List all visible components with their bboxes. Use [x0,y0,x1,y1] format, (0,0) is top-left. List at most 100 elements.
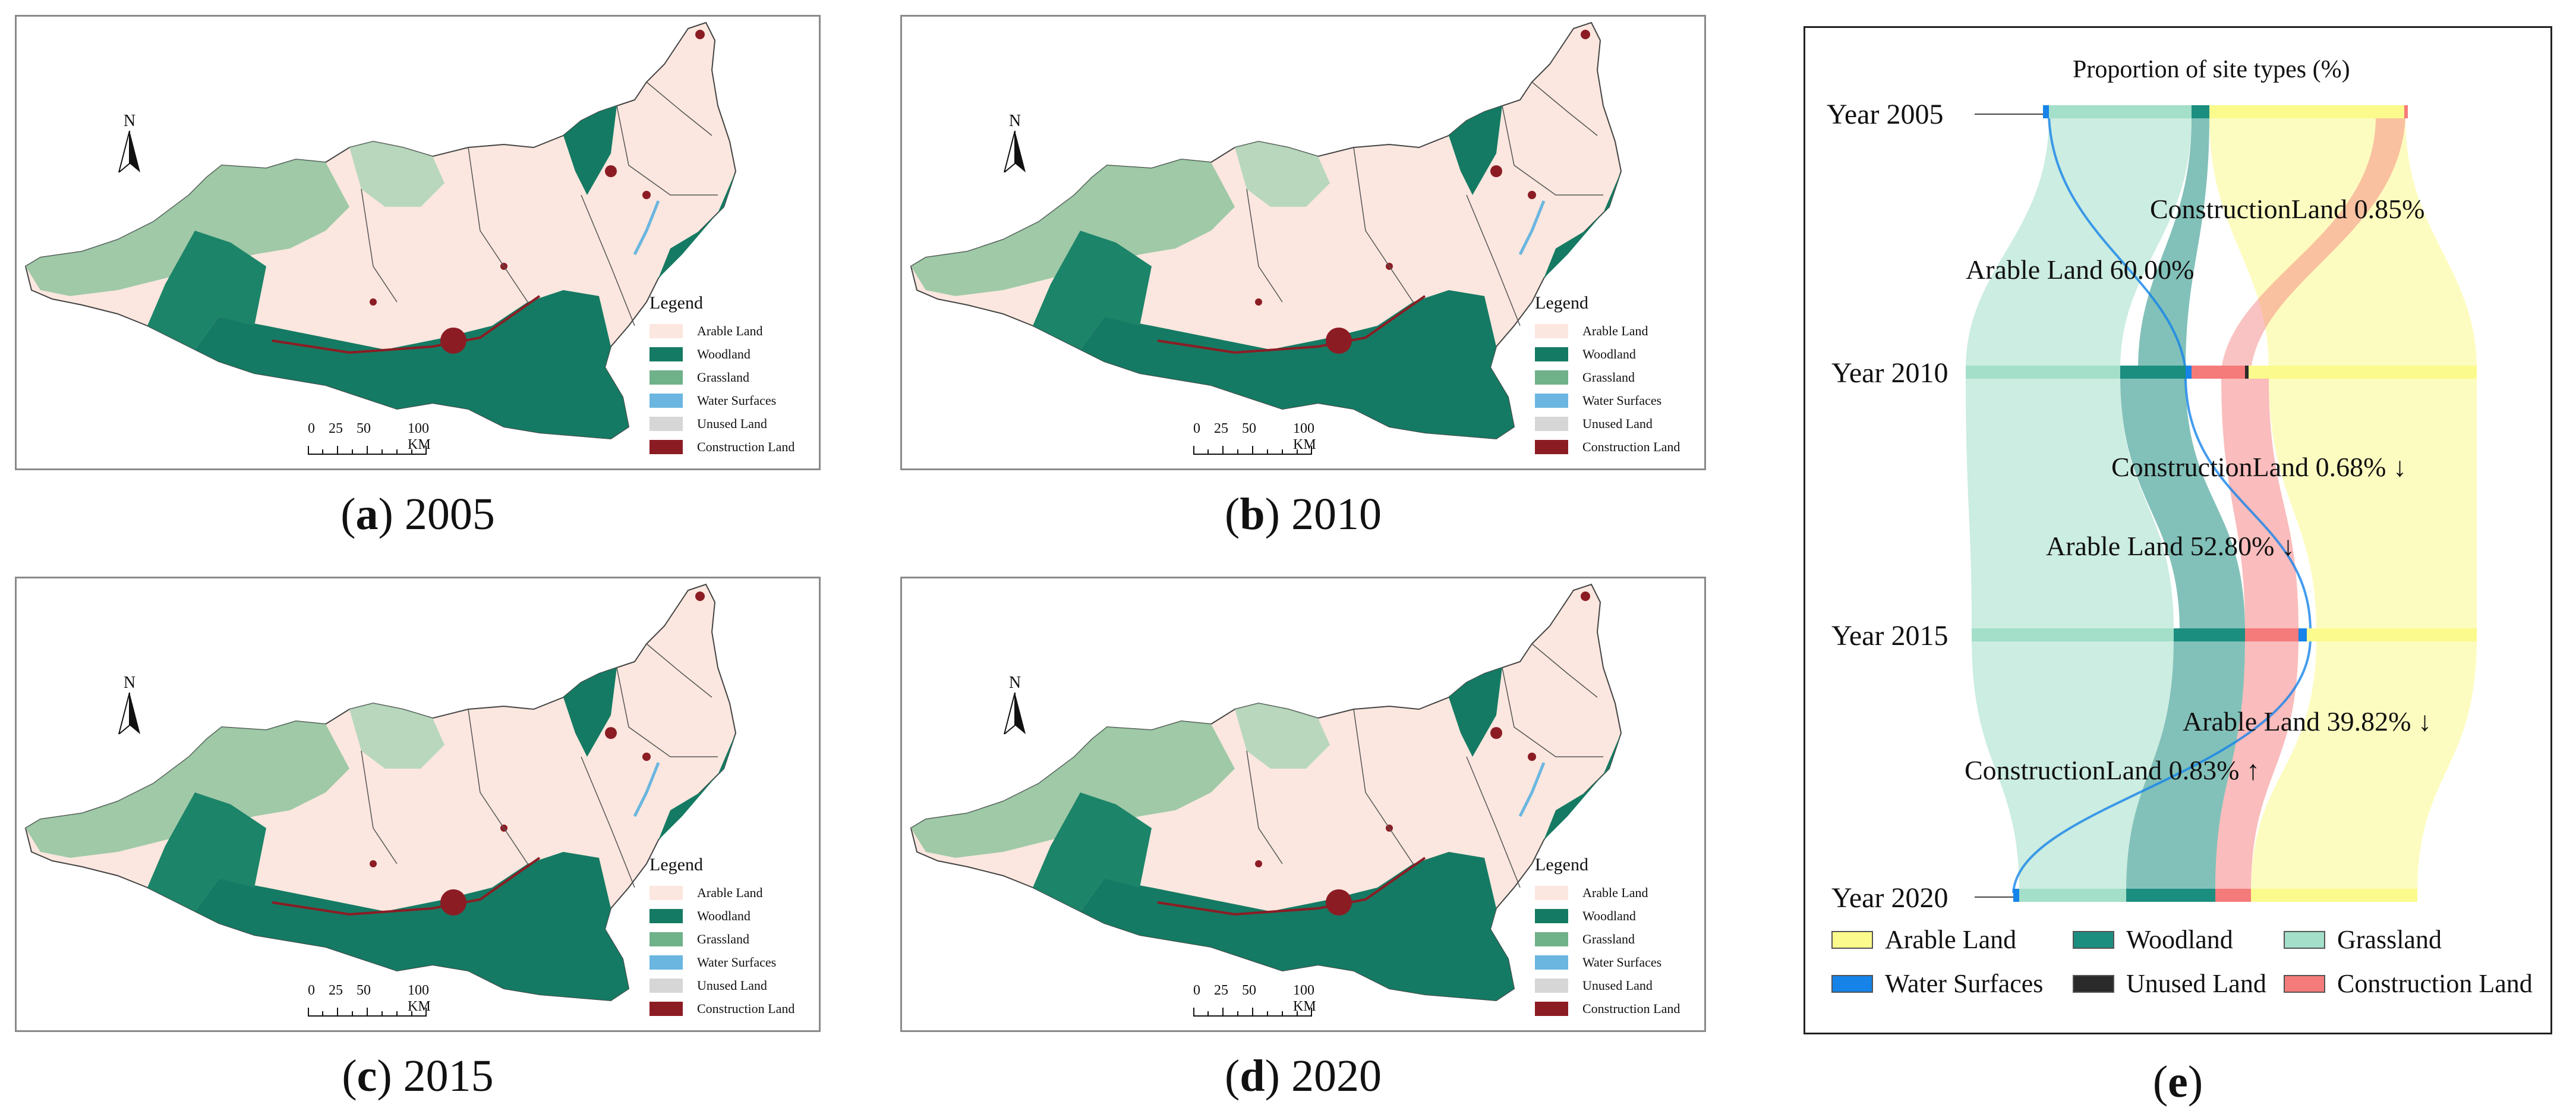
legend-swatch-unused [1535,416,1568,431]
scale-tick: 50 [357,421,371,436]
scale-tick: 0 [308,983,315,998]
legend-label: Water Surfaces [1582,954,1662,970]
scale-tick: 50 [1242,983,1256,998]
scale-tick: 25 [329,421,343,436]
legend-swatch-woodland [649,347,683,361]
map-panel-2015: N Legend Arable Land Woodland Grassland … [15,577,821,1032]
legend-swatch-arable [1535,323,1568,338]
legend-swatch-grassland [649,370,683,385]
legend-swatch-water [649,955,683,970]
caption-year: 2020 [1291,1051,1382,1101]
scale-tick: 100 KM [1293,983,1316,1014]
north-arrow: N [997,674,1033,739]
north-arrow: N [997,112,1033,177]
legend-label: Construction Land [697,439,795,454]
map-legend: Legend Arable Land Woodland Grassland Wa… [1535,855,1680,1020]
legend-swatch-grassland [649,932,683,946]
legend-item-grassland: Grassland [2284,924,2442,955]
legend-label: Arable Land [697,323,763,338]
north-arrow-icon [1003,692,1026,736]
node-bars-2020 [2013,889,2417,902]
legend-label: Construction Land [2337,969,2533,998]
map-legend: Legend Arable Land Woodland Grassland Wa… [1535,293,1680,458]
map-panel-2020: N Legend Arable Land Woodland Grassland … [900,577,1706,1032]
caption-year: 2015 [403,1051,494,1101]
legend-item-unused: Unused Land [2073,968,2266,999]
annotation-construction-2005: ConstructionLand 0.85% [2150,194,2425,224]
legend-swatch-water [1535,393,1568,408]
legend-label: Unused Land [1582,977,1653,993]
legend-title: Legend [649,293,703,313]
north-arrow: N [112,112,147,177]
scale-tick: 25 [1214,421,1228,436]
legend-label: Water Surfaces [1885,969,2044,998]
legend-label: Water Surfaces [1582,392,1662,408]
map-caption: (a) 2005 [340,489,495,539]
scale-tick: 0 [308,421,315,436]
scale-tick: 0 [1193,983,1200,998]
legend-item-woodland: Woodland [2073,924,2233,955]
legend-label: Grassland [697,369,749,385]
north-label: N [123,674,136,692]
scale-ruler [1193,446,1312,455]
legend-swatch-unused [649,416,683,431]
legend-label: Grassland [2337,925,2442,954]
node-bars-2010 [1966,366,2477,379]
scale-tick: 100 KM [1293,421,1316,452]
year-label-2015: Year 2015 [1831,620,1948,652]
year-label-2010: Year 2010 [1831,357,1948,389]
legend-label: Woodland [2126,925,2233,954]
legend-swatch-woodland [1535,908,1568,923]
legend-label: Arable Land [1885,925,2017,954]
legend-label: Construction Land [1582,439,1680,454]
legend-swatch [2073,974,2114,993]
caption-letter: a [355,489,379,539]
legend-swatch [1831,974,1873,993]
scale-tick: 50 [357,983,371,998]
map-panel-2005: N Legend Arable Land Woodland Grassland … [15,15,821,470]
node-bars-2005 [2043,105,2408,118]
legend-label: Grassland [1582,369,1635,385]
legend-label: Unused Land [2126,969,2266,998]
caption-year: 2005 [404,489,495,539]
annotation-construction-2010: ConstructionLand 0.68% ↓ [2111,452,2407,482]
legend-label: Woodland [1582,908,1636,923]
legend-label: Water Surfaces [697,392,777,408]
legend-item-construction: Construction Land [2284,968,2533,999]
legend-label: Unused Land [697,416,767,431]
legend-label: Woodland [697,346,751,361]
legend-label: Construction Land [1582,1001,1680,1016]
legend-item-arable: Arable Land [1831,924,2016,955]
legend-label: Unused Land [1582,416,1653,431]
caption-year: 2010 [1291,489,1382,539]
legend-swatch-arable [649,885,683,900]
legend-swatch-construction [1535,1001,1568,1016]
north-arrow-icon [118,130,140,174]
year-label-2020: Year 2020 [1831,882,1948,914]
scale-tick: 0 [1193,421,1200,436]
caption-letter: b [1240,489,1265,539]
map-caption: (c) 2015 [342,1051,494,1101]
north-arrow: N [112,674,147,739]
caption-letter: c [357,1051,377,1101]
map-caption: (d) 2020 [1225,1051,1382,1101]
annotation-arable-2005: Arable Land 60.00% [1966,254,2195,285]
scale-ruler [308,1008,427,1017]
sankey-title: Proportion of site types (%) [2073,56,2350,83]
legend-swatch [2284,930,2325,949]
caption-letter: d [1240,1051,1265,1101]
scale-tick: 100 KM [408,421,431,452]
legend-label: Woodland [697,908,751,923]
legend-title: Legend [649,855,703,874]
scale-ruler [308,446,427,455]
north-label: N [1008,674,1021,692]
map-panel-2010: N Legend Arable Land Woodland Grassland … [900,15,1706,470]
legend-swatch-water [649,393,683,408]
legend-swatch-unused [649,978,683,993]
legend-swatch-grassland [1535,370,1568,385]
annotation-construction-2015: ConstructionLand 0.83% ↑ [1965,755,2260,785]
legend-swatch-woodland [1535,347,1568,361]
legend-title: Legend [1535,293,1588,313]
legend-label: Woodland [1582,346,1636,361]
legend-swatch-woodland [649,908,683,923]
